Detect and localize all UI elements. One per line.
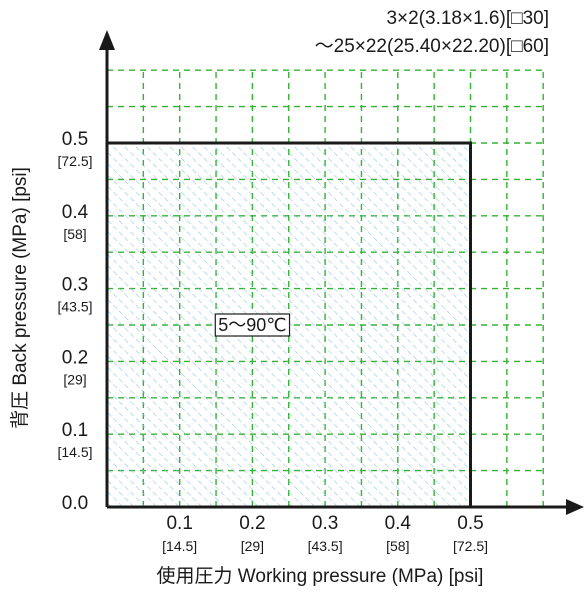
x-tick-psi: [29]	[241, 538, 264, 554]
axes	[99, 30, 584, 515]
header-text: 3×2(3.18×1.6)[□30] ～25×22(25.40×22.20)[□…	[315, 8, 549, 57]
y-tick-psi: [72.5]	[57, 153, 92, 169]
y-tick-label: 0.3	[62, 275, 88, 296]
x-tick-psi: [72.5]	[453, 538, 488, 554]
y-tick-psi: [43.5]	[57, 299, 92, 315]
x-tick-label: 0.5	[457, 513, 483, 534]
y-axis-label: 背圧 Back pressure (MPa) [psi]	[9, 167, 31, 429]
x-tick-psi: [43.5]	[308, 538, 343, 554]
y-tick-psi: [14.5]	[57, 444, 92, 460]
x-tick-label: 0.2	[239, 513, 265, 534]
x-axis-arrow	[566, 499, 584, 515]
x-tick-label: 0.1	[166, 513, 192, 534]
y-axis-arrow	[99, 30, 115, 50]
header-line-1: 3×2(3.18×1.6)[□30]	[386, 8, 549, 29]
y-tick-psi: [58]	[63, 226, 86, 242]
x-tick-label: 0.3	[312, 513, 338, 534]
tick-labels: 0.1 [14.5] 0.2 [29] 0.3 [43.5] 0.4 [58] 0.5 [72.5…	[57, 129, 488, 554]
y-tick-label: 0.1	[62, 420, 88, 441]
y-tick-label: 0.5	[62, 129, 88, 150]
region-label-box	[214, 313, 291, 337]
header-line-2: ～25×22(25.40×22.20)[□60]	[315, 36, 549, 57]
y-tick-label: 0.0	[62, 493, 88, 514]
x-tick-psi: [58]	[386, 538, 409, 554]
operating-region: 5～90℃	[107, 141, 472, 507]
x-axis-label: 使用圧力 Working pressure (MPa) [psi]	[157, 565, 484, 587]
x-tick-label: 0.4	[385, 513, 412, 534]
y-tick-psi: [29]	[63, 371, 86, 387]
x-tick-psi: [14.5]	[162, 538, 197, 554]
y-tick-label: 0.2	[62, 347, 88, 368]
region-label: 5～90℃	[218, 315, 286, 335]
y-tick-label: 0.4	[62, 202, 89, 223]
region-border	[107, 141, 472, 507]
